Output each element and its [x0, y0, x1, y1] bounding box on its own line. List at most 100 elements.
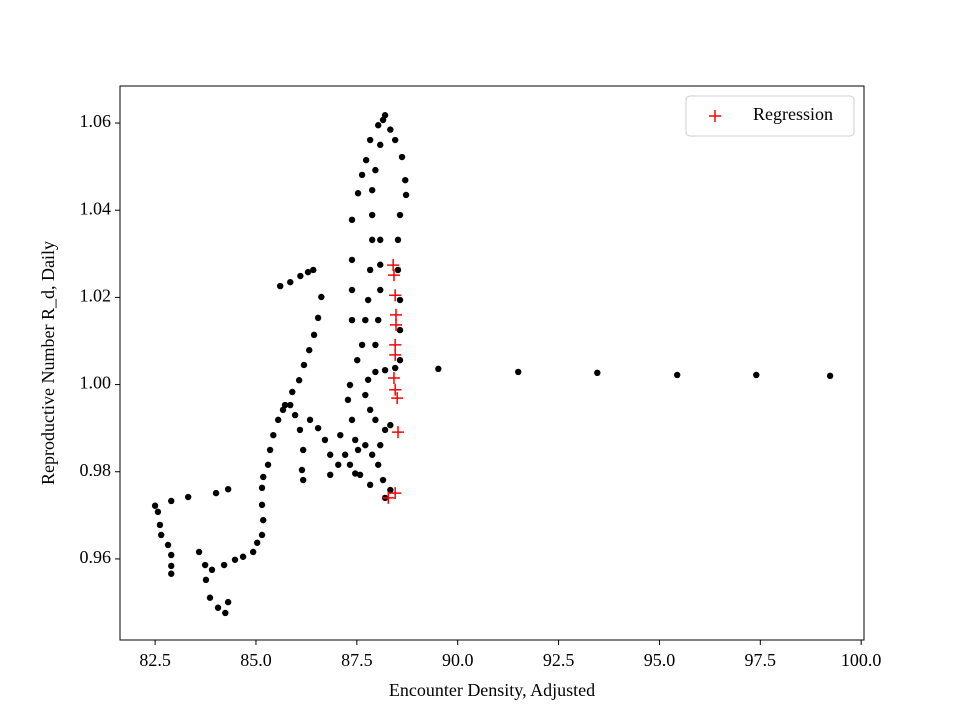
- point: [348, 316, 356, 324]
- point: [270, 431, 277, 439]
- point: [362, 391, 369, 399]
- x-tick-label: 90.0: [442, 650, 474, 670]
- point: [258, 531, 266, 539]
- plus-marker: [387, 269, 400, 282]
- point: [368, 236, 376, 244]
- point: [352, 470, 359, 477]
- x-tick-label: 95.0: [644, 650, 676, 670]
- point: [348, 256, 356, 264]
- point: [314, 424, 322, 432]
- point: [281, 401, 289, 409]
- point: [300, 361, 308, 369]
- point: [396, 296, 404, 304]
- point: [184, 493, 192, 501]
- point: [377, 236, 384, 244]
- point: [362, 441, 369, 449]
- point: [306, 416, 314, 424]
- plus-marker: [387, 372, 400, 385]
- point: [377, 261, 384, 268]
- point: [372, 368, 379, 376]
- point: [212, 489, 220, 497]
- point: [379, 476, 387, 484]
- point: [673, 371, 681, 379]
- point: [368, 451, 376, 458]
- point: [396, 326, 404, 334]
- point: [258, 501, 266, 509]
- point: [231, 556, 239, 563]
- x-tick-label: 92.5: [543, 650, 575, 670]
- point: [402, 176, 409, 184]
- point: [352, 436, 359, 444]
- point: [299, 476, 307, 484]
- plus-marker: [387, 259, 400, 272]
- point: [375, 461, 382, 468]
- point: [335, 461, 342, 468]
- point: [168, 551, 175, 559]
- point: [377, 141, 384, 149]
- point: [402, 191, 410, 199]
- point: [354, 190, 362, 197]
- point: [295, 377, 303, 384]
- point: [381, 366, 389, 374]
- point: [348, 216, 356, 224]
- point: [327, 471, 334, 479]
- point: [387, 421, 394, 429]
- point: [366, 266, 374, 274]
- point: [258, 484, 266, 492]
- point: [287, 278, 294, 286]
- point: [387, 126, 394, 133]
- point: [260, 516, 267, 524]
- point: [391, 364, 399, 372]
- point: [202, 576, 210, 584]
- plus-marker: [389, 318, 402, 331]
- plot-frame: [119, 85, 865, 641]
- point: [297, 272, 304, 280]
- point: [151, 502, 159, 509]
- point: [435, 365, 442, 373]
- point: [396, 211, 404, 219]
- point: [208, 566, 216, 574]
- point: [168, 497, 175, 505]
- point: [356, 471, 364, 479]
- point: [310, 331, 318, 339]
- x-tick-label: 87.5: [341, 650, 373, 670]
- point: [362, 316, 369, 324]
- point: [362, 156, 370, 164]
- point: [372, 166, 379, 174]
- point: [318, 293, 325, 301]
- x-tick-label: 85.0: [240, 650, 272, 670]
- legend-label: Regression: [753, 104, 833, 124]
- point: [266, 446, 274, 454]
- point: [348, 416, 356, 424]
- point: [274, 416, 282, 424]
- point: [379, 116, 387, 124]
- point: [239, 553, 247, 560]
- plus-marker: [389, 348, 402, 361]
- point: [381, 426, 389, 434]
- point: [224, 598, 232, 606]
- point: [154, 508, 162, 516]
- point: [157, 531, 165, 539]
- point: [310, 266, 317, 274]
- x-tick-label: 97.5: [745, 650, 777, 670]
- y-tick-label: 1.04: [80, 198, 112, 218]
- point: [264, 461, 272, 468]
- plus-marker: [391, 392, 404, 405]
- point: [348, 286, 356, 294]
- point: [346, 381, 354, 389]
- x-axis-label: Encounter Density, Adjusted: [389, 680, 595, 700]
- y-axis-label: Reproductive Number R_d, Daily: [38, 241, 58, 485]
- point: [346, 461, 354, 468]
- point: [253, 539, 261, 546]
- point: [344, 396, 352, 404]
- y-tick-label: 0.96: [80, 547, 112, 567]
- y-tick-label: 1.02: [80, 286, 112, 306]
- point: [222, 609, 229, 617]
- point: [377, 286, 384, 294]
- point: [249, 548, 257, 556]
- point: [368, 211, 376, 219]
- point: [168, 570, 175, 577]
- point: [296, 426, 304, 434]
- point: [515, 368, 522, 376]
- point: [366, 406, 374, 414]
